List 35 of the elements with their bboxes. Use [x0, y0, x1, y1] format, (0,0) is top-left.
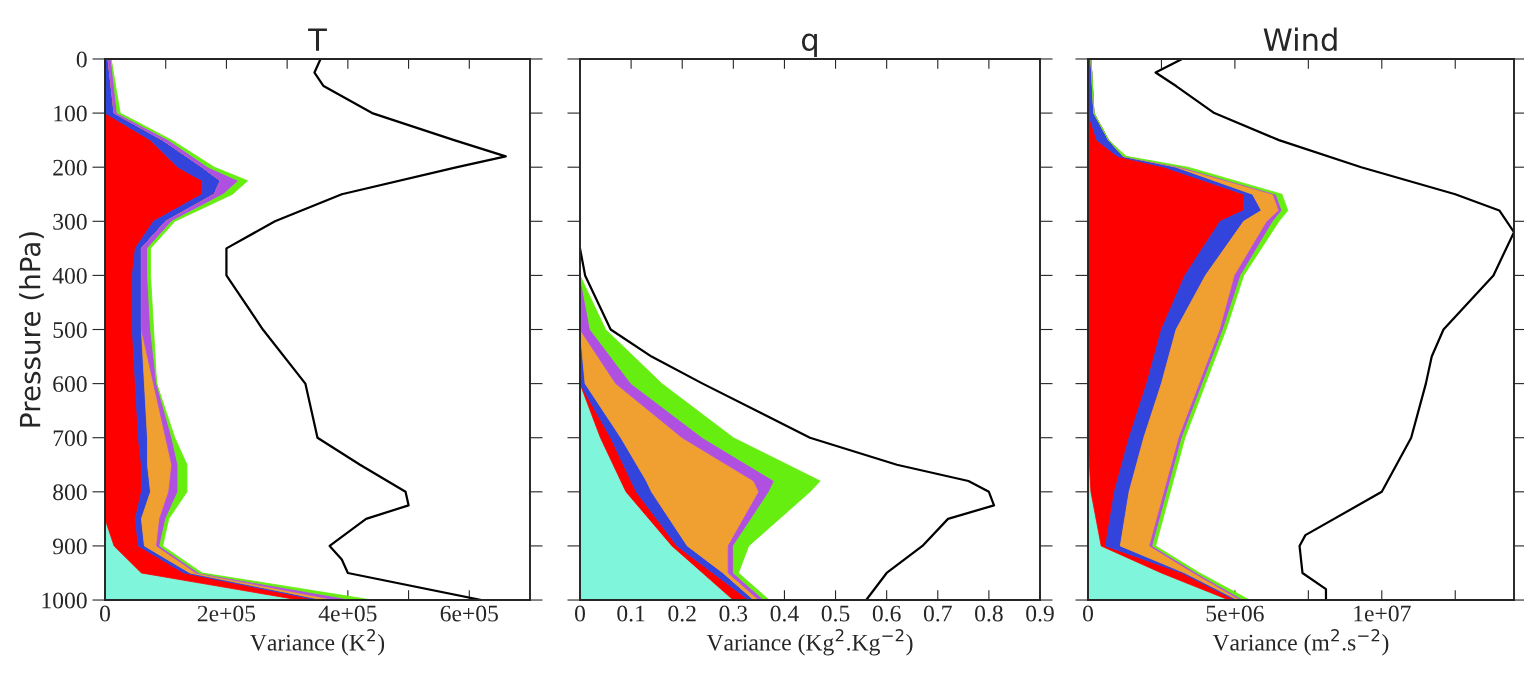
x-tick-label: 0.8	[975, 605, 1003, 622]
x-tick-label: 0.5	[821, 605, 850, 622]
x-tick-label: 0.6	[872, 605, 901, 622]
y-tick-label: 0	[76, 51, 87, 68]
chart-title: Wind	[1263, 27, 1337, 52]
x-tick-label: 0.3	[719, 605, 748, 622]
x-tick-label: 0	[100, 605, 110, 622]
x-tick-label: 0	[1083, 605, 1093, 622]
y-tick-label: 600	[53, 376, 87, 393]
x-tick-label: 0.4	[770, 605, 799, 622]
x-tick-label: 5e+06	[1206, 605, 1264, 622]
y-tick-label: 300	[53, 213, 87, 230]
chart-title: T	[308, 28, 327, 51]
y-tick-label: 1000	[42, 592, 87, 609]
x-axis-title: Variance (Kg$^{2}$.Kg$^{−2}$)	[706, 629, 913, 656]
y-tick-label: 800	[53, 484, 87, 501]
chart-title: q	[801, 33, 817, 58]
y-tick-label: 500	[53, 322, 87, 338]
y-tick-label: 400	[52, 267, 87, 284]
y-tick-label: 100	[54, 105, 87, 122]
y-tick-label: 700	[53, 430, 87, 447]
x-tick-label: 6e+05	[440, 605, 498, 622]
x-tick-label: 0.7	[923, 605, 952, 622]
x-tick-label: 0.9	[1026, 605, 1054, 622]
x-tick-label: 0.2	[668, 605, 696, 622]
y-axis-title: Pressure (hPa)	[19, 232, 44, 427]
x-tick-label: 4e+05	[318, 605, 377, 622]
x-tick-label: 0	[575, 605, 585, 622]
y-tick-label: 200	[53, 159, 87, 176]
x-tick-label: 0.1	[617, 605, 645, 622]
y-tick-label: 900	[52, 538, 87, 555]
x-tick-label: 1e+07	[1354, 605, 1411, 622]
x-axis-title: Variance (K$^{2}$)	[250, 629, 385, 656]
x-tick-label: 2e+05	[197, 605, 256, 622]
x-axis-title: Variance (m$^{2}$.s$^{−2}$)	[1212, 629, 1389, 656]
